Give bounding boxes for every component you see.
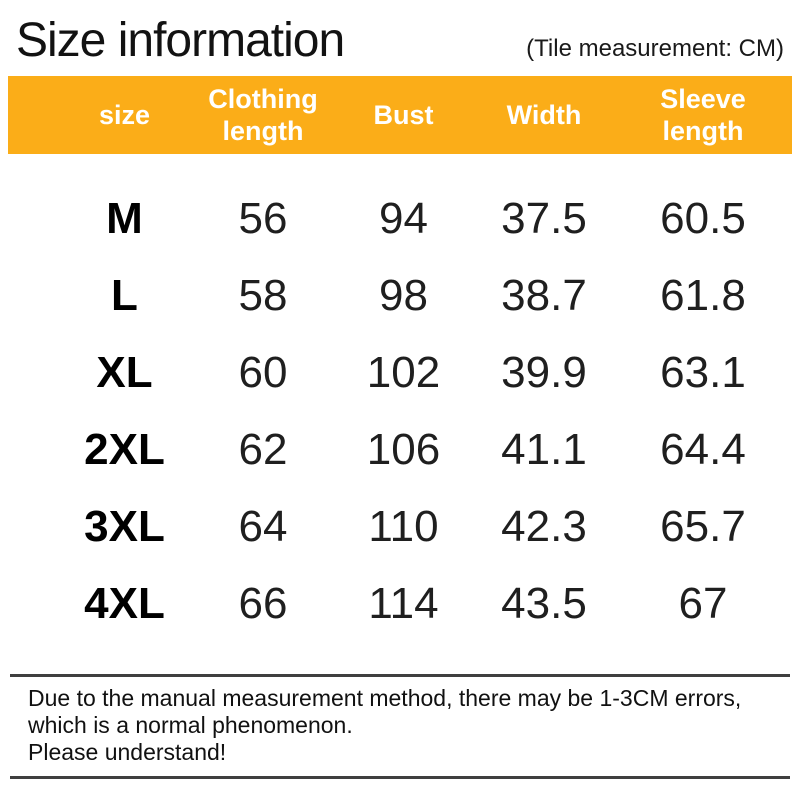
sleeve-length-value: 63.1 <box>660 347 746 397</box>
note-line: Due to the manual measurement method, th… <box>28 685 742 711</box>
size-label: 4XL <box>84 578 165 628</box>
header-cell-size: size <box>98 100 151 130</box>
bust-value: 114 <box>368 578 439 628</box>
bust-value: 110 <box>368 501 439 551</box>
header-cell-sleeve-length: Sleeve length <box>660 84 746 146</box>
clothing-length-value: 62 <box>238 424 288 474</box>
sleeve-length-value: 64.4 <box>660 424 746 474</box>
clothing-length-value: 58 <box>238 270 288 320</box>
bust-value: 94 <box>379 193 428 243</box>
clothing-length-value: 56 <box>238 193 288 243</box>
note-line: which is a normal phenomenon. <box>28 712 353 738</box>
width-value: 43.5 <box>501 578 587 628</box>
size-label: 2XL <box>84 424 165 474</box>
clothing-length-value: 66 <box>238 578 288 628</box>
width-value: 38.7 <box>501 270 587 320</box>
size-label: 3XL <box>84 501 165 551</box>
table-row-l: L 58 98 38.7 61.8 <box>8 257 792 334</box>
table-row-m: M 56 94 37.5 60.5 <box>8 180 792 257</box>
width-value: 41.1 <box>501 424 587 474</box>
sleeve-length-value: 61.8 <box>660 270 746 320</box>
header-cell-clothing-length: Clothing length <box>208 84 318 146</box>
bust-value: 106 <box>366 424 441 474</box>
table-header: size Clothing length Bust Width Sleeve l… <box>8 76 792 154</box>
table-row-4xl: 4XL 66 114 43.5 67 <box>8 565 792 642</box>
size-label: M <box>106 193 143 243</box>
header-cell-width: Width <box>506 100 582 130</box>
width-value: 42.3 <box>501 501 587 551</box>
sleeve-length-value: 60.5 <box>660 193 746 243</box>
measurement-unit-note: (Tile measurement: CM) <box>526 35 784 62</box>
page-title: Size information <box>16 14 345 67</box>
top-bar: Size information (Tile measurement: CM) <box>0 0 800 68</box>
clothing-length-value: 64 <box>238 501 288 551</box>
table-row-2xl: 2XL 62 106 41.1 64.4 <box>8 411 792 488</box>
size-table: size Clothing length Bust Width Sleeve l… <box>8 76 792 642</box>
note-line: Please understand! <box>28 739 227 765</box>
table-row-xl: XL 60 102 39.9 63.1 <box>8 334 792 411</box>
bust-value: 98 <box>379 270 428 320</box>
width-value: 39.9 <box>501 347 587 397</box>
table-row-3xl: 3XL 64 110 42.3 65.7 <box>8 488 792 565</box>
header-cell-bust: Bust <box>373 100 434 130</box>
table-body: M 56 94 37.5 60.5 L 58 98 38.7 61.8 XL 6… <box>8 180 792 642</box>
size-label: L <box>111 270 138 320</box>
sleeve-length-value: 67 <box>678 578 728 628</box>
sleeve-length-value: 65.7 <box>660 501 746 551</box>
size-label: XL <box>96 347 153 397</box>
measurement-disclaimer-note: Due to the manual measurement method, th… <box>10 674 790 779</box>
clothing-length-value: 60 <box>238 347 288 397</box>
width-value: 37.5 <box>501 193 587 243</box>
bust-value: 102 <box>366 347 441 397</box>
